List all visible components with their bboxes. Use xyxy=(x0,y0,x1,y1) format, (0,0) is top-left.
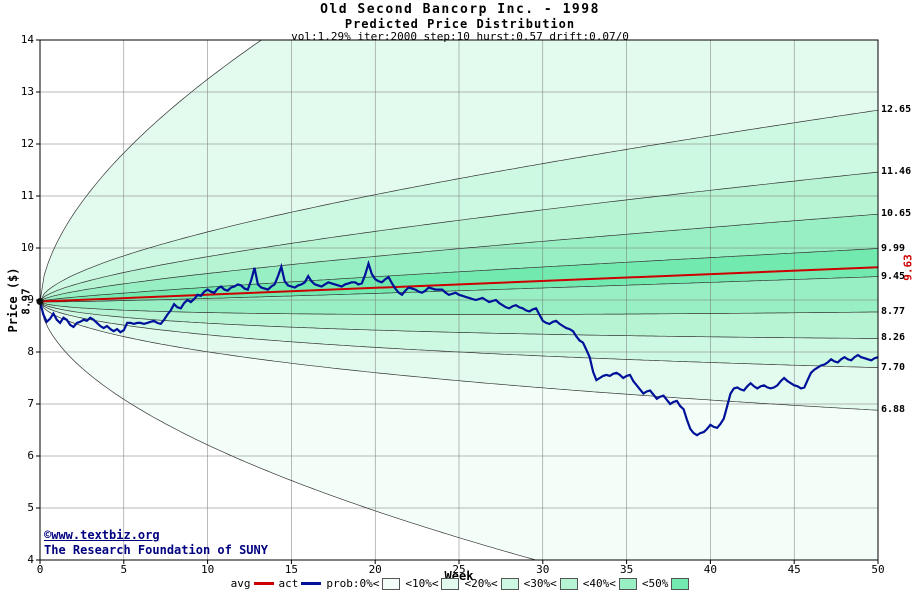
legend-color-swatch xyxy=(382,577,401,590)
legend-label: <10%< xyxy=(405,577,439,590)
average-end-price-label: 9.63 xyxy=(901,254,915,281)
start-price-label: 8.97 xyxy=(19,288,33,315)
legend-color-swatch xyxy=(671,577,690,590)
chart-parameters: vol:1.29% iter:2000 step:10 hurst:0.57 d… xyxy=(291,30,629,43)
chart-legend: avg act prob:0%< <10%< <20%< <30%< <40%< <50% xyxy=(0,577,920,590)
legend-label: <30%< xyxy=(523,577,557,590)
legend-item-50: <50% xyxy=(642,577,690,590)
legend-label: act xyxy=(278,577,299,590)
website-link[interactable]: ©www.textbiz.org xyxy=(44,528,160,542)
legend-line-sample xyxy=(253,582,274,585)
legend-color-swatch xyxy=(559,577,578,590)
legend-item-10: <10%< xyxy=(405,577,460,590)
legend-item-30: <30%< xyxy=(524,577,578,590)
chart-title: Old Second Bancorp Inc. - 1998 xyxy=(320,2,600,17)
legend-color-swatch xyxy=(618,577,637,590)
legend-item-act: act xyxy=(279,577,322,590)
legend-color-swatch xyxy=(441,577,460,590)
legend-label: <40%< xyxy=(582,577,616,590)
legend-item-avg: avg xyxy=(231,577,274,590)
legend-item-prob0: prob:0%< xyxy=(326,577,401,590)
legend-label: avg xyxy=(230,577,251,590)
organization-credit: The Research Foundation of SUNY xyxy=(44,543,268,557)
legend-label: prob:0%< xyxy=(326,577,380,590)
legend-item-20: <20%< xyxy=(464,577,519,590)
legend-label: <50% xyxy=(641,577,669,590)
chart-subtitle: Predicted Price Distribution xyxy=(344,17,576,31)
legend-item-40: <40%< xyxy=(583,577,637,590)
legend-color-swatch xyxy=(500,577,519,590)
legend-line-sample xyxy=(301,582,322,585)
legend-label: <20%< xyxy=(464,577,498,590)
